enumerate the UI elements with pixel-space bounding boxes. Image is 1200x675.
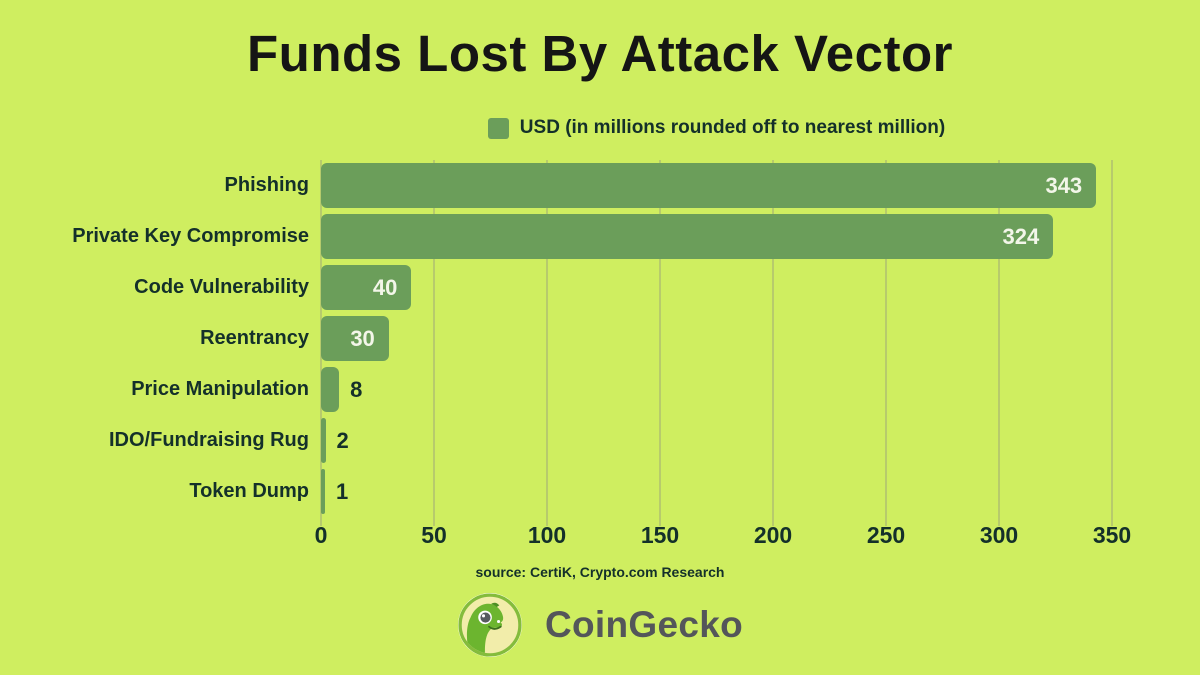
category-label: Price Manipulation <box>131 378 309 400</box>
bar-row: 343 <box>321 160 1112 211</box>
legend-swatch-icon <box>487 117 509 139</box>
brand-name: CoinGecko <box>544 604 744 645</box>
brand-footer: CoinGecko <box>0 592 1200 658</box>
x-tick-label: 250 <box>866 522 906 548</box>
bar-row: 1 <box>321 466 1112 517</box>
bar-value-label: 8 <box>350 376 363 402</box>
x-tick-label: 150 <box>640 522 680 548</box>
category-label: Reentrancy <box>200 327 309 349</box>
bar: 324 <box>321 214 1054 259</box>
category-label: Token Dump <box>189 480 309 502</box>
bar-row: 2 <box>321 415 1112 466</box>
bar-value-label: 30 <box>350 325 375 351</box>
bar-value-label: 2 <box>336 427 349 453</box>
legend: USD (in millions rounded off to nearest … <box>321 117 1112 139</box>
x-tick-label: 0 <box>314 522 328 548</box>
bar-row: 324 <box>321 211 1112 262</box>
bar-value-label: 324 <box>1002 223 1040 249</box>
bar-row: 30 <box>321 313 1112 364</box>
bar-row: 8 <box>321 364 1112 415</box>
bar-value-label: 1 <box>336 478 349 504</box>
gridline <box>546 160 548 526</box>
x-tick-label: 200 <box>753 522 793 548</box>
bar <box>321 418 326 463</box>
source-note: source: CertiK, Crypto.com Research <box>475 564 725 580</box>
bar: 40 <box>321 265 412 310</box>
category-label: Code Vulnerability <box>134 276 309 298</box>
gridline <box>772 160 774 526</box>
gridline <box>1111 160 1113 526</box>
x-tick-label: 350 <box>1092 522 1132 548</box>
x-tick-label: 100 <box>527 522 567 548</box>
gridline <box>885 160 887 526</box>
bar <box>321 367 340 412</box>
x-tick-label: 50 <box>421 522 447 548</box>
plot-area: 343 324 40 30 8 2 1 <box>320 160 1113 526</box>
x-tick-label: 300 <box>979 522 1019 548</box>
x-axis: 0 50 100 150 200 250 300 350 <box>315 522 1132 554</box>
legend-label: USD (in millions rounded off to nearest … <box>519 117 946 138</box>
bar-row: 40 <box>321 262 1112 313</box>
coingecko-logo-icon <box>458 593 522 657</box>
gridline <box>998 160 1000 526</box>
bar-value-label: 343 <box>1045 172 1083 198</box>
bar: 30 <box>321 316 389 361</box>
category-label: Phishing <box>224 174 309 196</box>
bar <box>321 469 325 514</box>
bar-value-label: 40 <box>372 274 398 300</box>
category-label: IDO/Fundraising Rug <box>109 429 309 451</box>
gridline <box>433 160 435 526</box>
chart-title: Funds Lost By Attack Vector <box>247 25 953 82</box>
bar: 343 <box>321 163 1097 208</box>
gridline <box>659 160 661 526</box>
category-label: Private Key Compromise <box>72 225 309 247</box>
category-labels: Phishing Private Key Compromise Code Vulne… <box>0 160 309 517</box>
